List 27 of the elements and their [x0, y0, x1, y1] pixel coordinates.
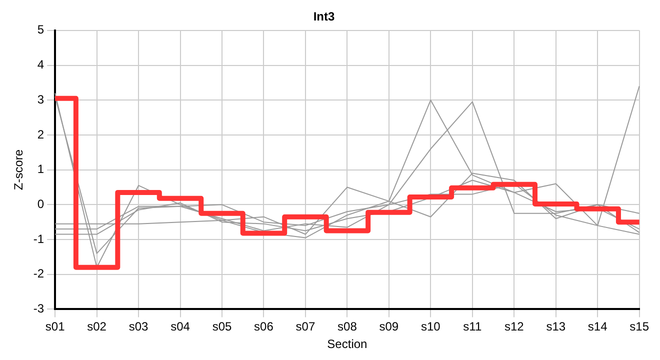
x-tick-label: s12 — [504, 320, 524, 334]
x-tick-label: s08 — [338, 320, 358, 334]
x-tick-label: s02 — [87, 320, 107, 334]
y-tick-label: 3 — [37, 92, 44, 106]
x-tick-label: s04 — [170, 320, 190, 334]
x-tick-label: s15 — [630, 320, 650, 334]
y-axis-title: Z-score — [12, 149, 26, 190]
y-tick-label: 0 — [37, 196, 44, 211]
y-tick-label: 2 — [37, 127, 44, 142]
x-tick-label: s11 — [463, 320, 482, 334]
x-tick-label: s14 — [588, 320, 608, 334]
y-tick-label: -3 — [33, 302, 44, 316]
y-tick-label: -1 — [33, 232, 44, 246]
y-tick-label: 1 — [37, 162, 44, 176]
x-tick-label: s03 — [128, 320, 149, 334]
x-tick-label: s10 — [420, 320, 441, 334]
y-tick-label: 4 — [37, 58, 44, 72]
x-tick-label: s07 — [296, 320, 316, 334]
x-tick-label: s01 — [45, 320, 66, 334]
x-tick-label: s13 — [546, 320, 566, 334]
x-axis-title: Section — [327, 337, 368, 352]
y-tick-label: -2 — [33, 266, 44, 281]
x-tick-label: s05 — [212, 320, 232, 334]
y-tick-label: 5 — [37, 22, 44, 37]
x-tick-label: s06 — [254, 320, 274, 334]
chart-title: Int3 — [313, 10, 335, 24]
x-tick-label: s09 — [379, 320, 399, 334]
